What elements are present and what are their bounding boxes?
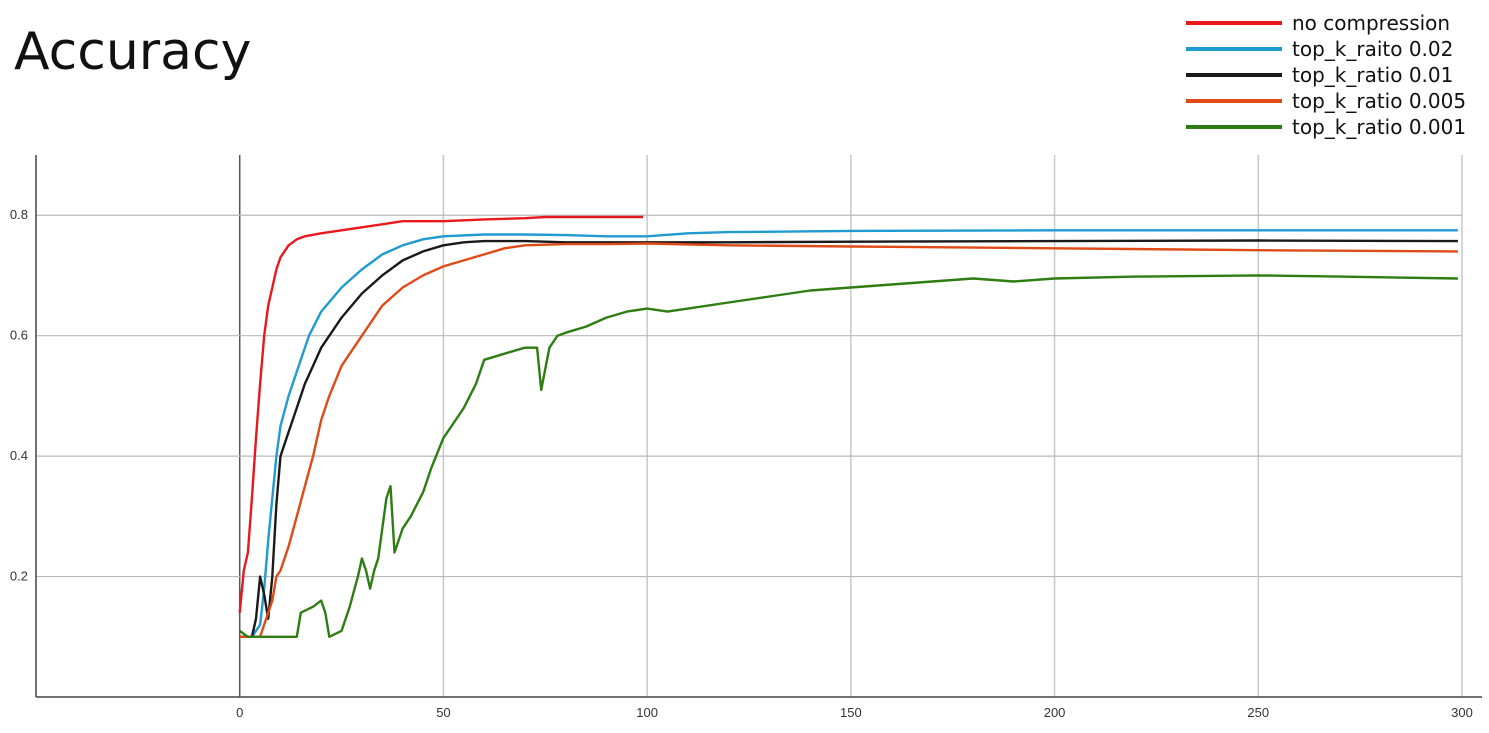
- legend-swatch: [1186, 47, 1282, 51]
- y-tick-label: 0.8: [10, 207, 28, 222]
- x-tick-label: 250: [1247, 705, 1269, 720]
- x-tick-label: 200: [1044, 705, 1066, 720]
- legend-swatch: [1186, 99, 1282, 103]
- series-line: [238, 274, 1458, 638]
- x-tick-label: 150: [840, 705, 862, 720]
- legend-label: top_k_ratio 0.001: [1292, 115, 1467, 139]
- legend-item: top_k_raito 0.02: [1186, 36, 1466, 62]
- series-line: [239, 229, 1458, 638]
- legend-swatch: [1186, 21, 1282, 25]
- y-tick-label: 0.2: [10, 569, 28, 584]
- x-tick-label: 50: [436, 705, 450, 720]
- legend-label: top_k_ratio 0.01: [1292, 63, 1454, 87]
- legend-label: top_k_ratio 0.005: [1292, 89, 1467, 113]
- y-tick-label: 0.4: [10, 448, 28, 463]
- chart-title: Accuracy: [14, 22, 252, 82]
- legend-item: top_k_ratio 0.001: [1186, 114, 1466, 140]
- x-tick-label: 300: [1451, 705, 1473, 720]
- series-line: [239, 242, 1458, 638]
- chart-legend: no compression top_k_raito 0.02 top_k_rati…: [1186, 10, 1466, 140]
- legend-item: top_k_ratio 0.005: [1186, 88, 1466, 114]
- series-line: [239, 239, 1458, 638]
- x-tick-label: 100: [636, 705, 658, 720]
- legend-item: top_k_ratio 0.01: [1186, 62, 1466, 88]
- legend-swatch: [1186, 73, 1282, 77]
- x-tick-label: 0: [236, 705, 243, 720]
- legend-label: top_k_raito 0.02: [1292, 37, 1454, 61]
- series-line: [238, 215, 644, 613]
- legend-item: no compression: [1186, 10, 1466, 36]
- legend-label: no compression: [1292, 11, 1451, 35]
- y-tick-label: 0.6: [10, 328, 28, 343]
- legend-swatch: [1186, 125, 1282, 129]
